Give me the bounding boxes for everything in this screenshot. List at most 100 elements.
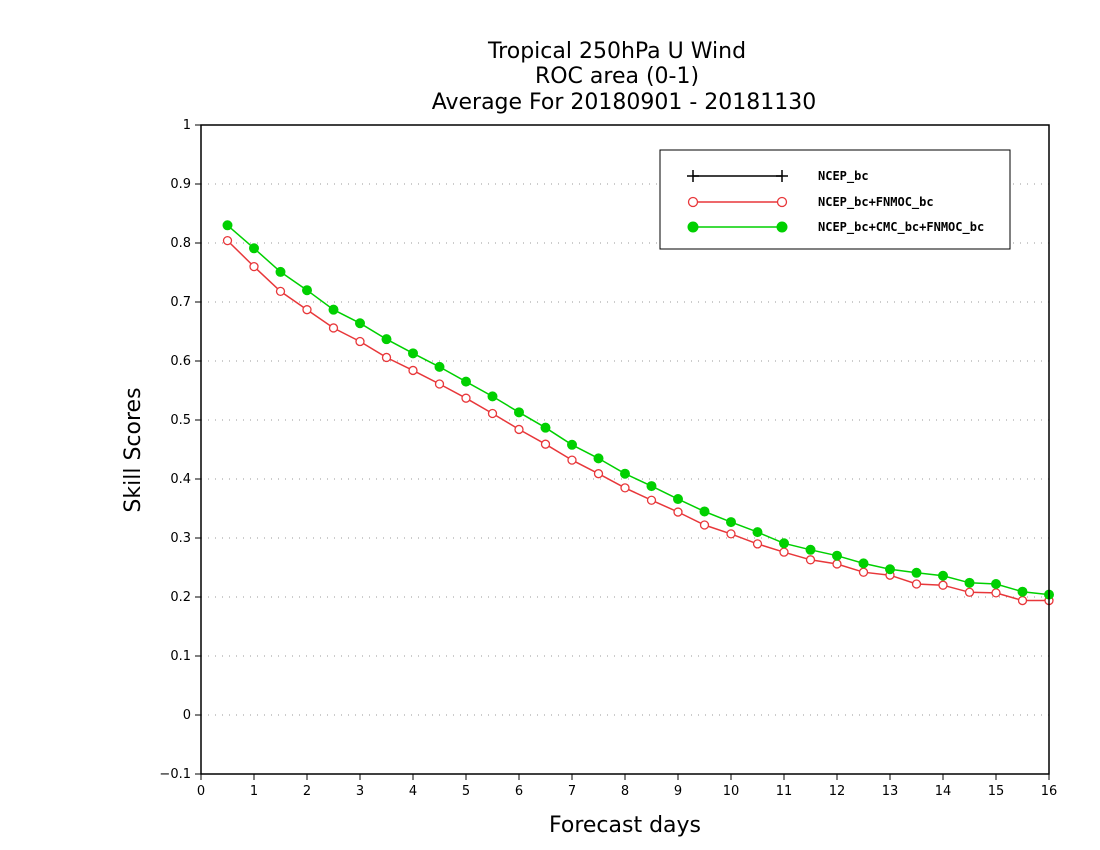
x-tick-label: 0 xyxy=(197,784,205,799)
series-line xyxy=(226,240,1049,602)
x-tick-label: 16 xyxy=(1041,784,1058,799)
data-point xyxy=(964,577,975,588)
data-point xyxy=(752,539,763,549)
data-point xyxy=(646,495,657,505)
y-tick-label: 0.3 xyxy=(170,531,191,546)
data-point xyxy=(911,579,922,589)
chart-title: Tropical 250hPa U Wind ROC area (0-1) Av… xyxy=(432,39,817,115)
data-point xyxy=(222,235,233,246)
y-axis-label: Skill Scores xyxy=(121,387,146,512)
data-point xyxy=(964,587,975,597)
data-point xyxy=(858,558,869,569)
data-point xyxy=(275,266,286,277)
data-point xyxy=(540,439,551,449)
x-tick-label: 15 xyxy=(988,784,1005,799)
data-point xyxy=(805,544,816,555)
data-point xyxy=(911,567,922,578)
chart-title-line-1: Tropical 250hPa U Wind xyxy=(487,39,746,64)
data-point xyxy=(567,455,577,465)
data-point xyxy=(567,439,577,450)
x-tick-label: 11 xyxy=(776,784,793,799)
legend-marker xyxy=(687,221,699,233)
data-point xyxy=(514,424,524,435)
data-point xyxy=(434,361,445,372)
y-tick-label: 0.1 xyxy=(170,649,191,664)
data-point xyxy=(355,318,365,329)
data-point xyxy=(355,336,365,347)
data-point xyxy=(673,507,683,517)
y-tick-label: 0 xyxy=(183,708,191,723)
series-2 xyxy=(222,220,1054,600)
legend-label: NCEP_bc xyxy=(818,169,869,184)
data-point xyxy=(646,481,657,492)
data-point xyxy=(249,243,259,254)
legend-label: NCEP_bc+FNMOC_bc xyxy=(818,195,934,210)
data-point xyxy=(302,285,312,296)
series-line xyxy=(227,224,1050,596)
x-tick-label: 14 xyxy=(935,784,952,799)
data-point xyxy=(275,286,286,297)
legend-entries: NCEP_bc NCEP_bc+FNMOC_bc NCEP_bc+CMC_bc+FN… xyxy=(687,169,984,235)
y-tick-label: 0.4 xyxy=(170,472,191,487)
legend-marker xyxy=(776,196,788,208)
data-point xyxy=(726,529,736,539)
data-point xyxy=(726,517,736,528)
data-point xyxy=(620,483,630,493)
y-tick-label: 0.7 xyxy=(170,295,191,310)
legend-marker xyxy=(687,196,699,208)
data-point xyxy=(408,365,418,376)
data-point xyxy=(461,393,471,403)
x-tick-label: 3 xyxy=(356,784,364,799)
x-tick-label: 8 xyxy=(621,784,629,799)
data-point xyxy=(328,304,339,315)
data-point xyxy=(832,550,842,561)
data-point xyxy=(805,555,816,565)
data-point xyxy=(938,580,948,590)
tick-layer: −0.100.10.20.30.40.50.60.70.80.910 1 2 3 4 5 6… xyxy=(159,118,1057,799)
legend: NCEP_bc NCEP_bc+FNMOC_bc NCEP_bc+CMC_bc+FN… xyxy=(659,149,1011,250)
data-point xyxy=(885,564,895,575)
data-point xyxy=(514,407,524,418)
x-tick-label: 13 xyxy=(882,784,899,799)
x-axis-label: Forecast days xyxy=(549,813,701,838)
x-tick-label: 2 xyxy=(303,784,311,799)
y-tick-label: 0.5 xyxy=(170,413,191,428)
grid-lines xyxy=(201,183,1049,716)
data-point xyxy=(938,570,948,581)
x-tick-label: 12 xyxy=(829,784,846,799)
y-tick-label: 0.6 xyxy=(170,354,191,369)
legend-box xyxy=(659,149,1011,250)
y-tick-label: 0.8 xyxy=(170,236,191,251)
data-point xyxy=(673,494,683,505)
data-point xyxy=(381,334,392,345)
legend-entry: NCEP_bc+CMC_bc+FNMOC_bc xyxy=(687,220,984,235)
data-point xyxy=(249,261,259,272)
data-point xyxy=(434,379,445,389)
data-point xyxy=(302,305,312,315)
data-point xyxy=(381,352,392,363)
data-point xyxy=(593,469,604,479)
data-point xyxy=(858,567,869,577)
data-point xyxy=(991,579,1001,590)
legend-entry: NCEP_bc+FNMOC_bc xyxy=(687,195,934,210)
data-point xyxy=(991,588,1001,598)
data-point xyxy=(699,506,710,517)
x-tick-label: 5 xyxy=(462,784,470,799)
x-tick-label: 4 xyxy=(409,784,417,799)
chart-title-line-2: ROC area (0-1) xyxy=(535,64,699,89)
chart-title-line-3: Average For 20180901 - 20181130 xyxy=(432,90,817,115)
data-point xyxy=(487,408,498,419)
data-point xyxy=(461,376,471,387)
legend-label: NCEP_bc+CMC_bc+FNMOC_bc xyxy=(818,220,984,235)
x-tick-label: 6 xyxy=(515,784,523,799)
y-tick-label: 0.2 xyxy=(170,590,191,605)
y-tick-label: 1 xyxy=(183,118,191,133)
data-point xyxy=(222,220,233,231)
data-point xyxy=(832,559,842,569)
series-layer xyxy=(222,220,1054,606)
data-point xyxy=(699,520,710,530)
y-tick-label: 0.9 xyxy=(170,177,191,192)
data-point xyxy=(779,538,789,549)
data-point xyxy=(620,468,630,479)
